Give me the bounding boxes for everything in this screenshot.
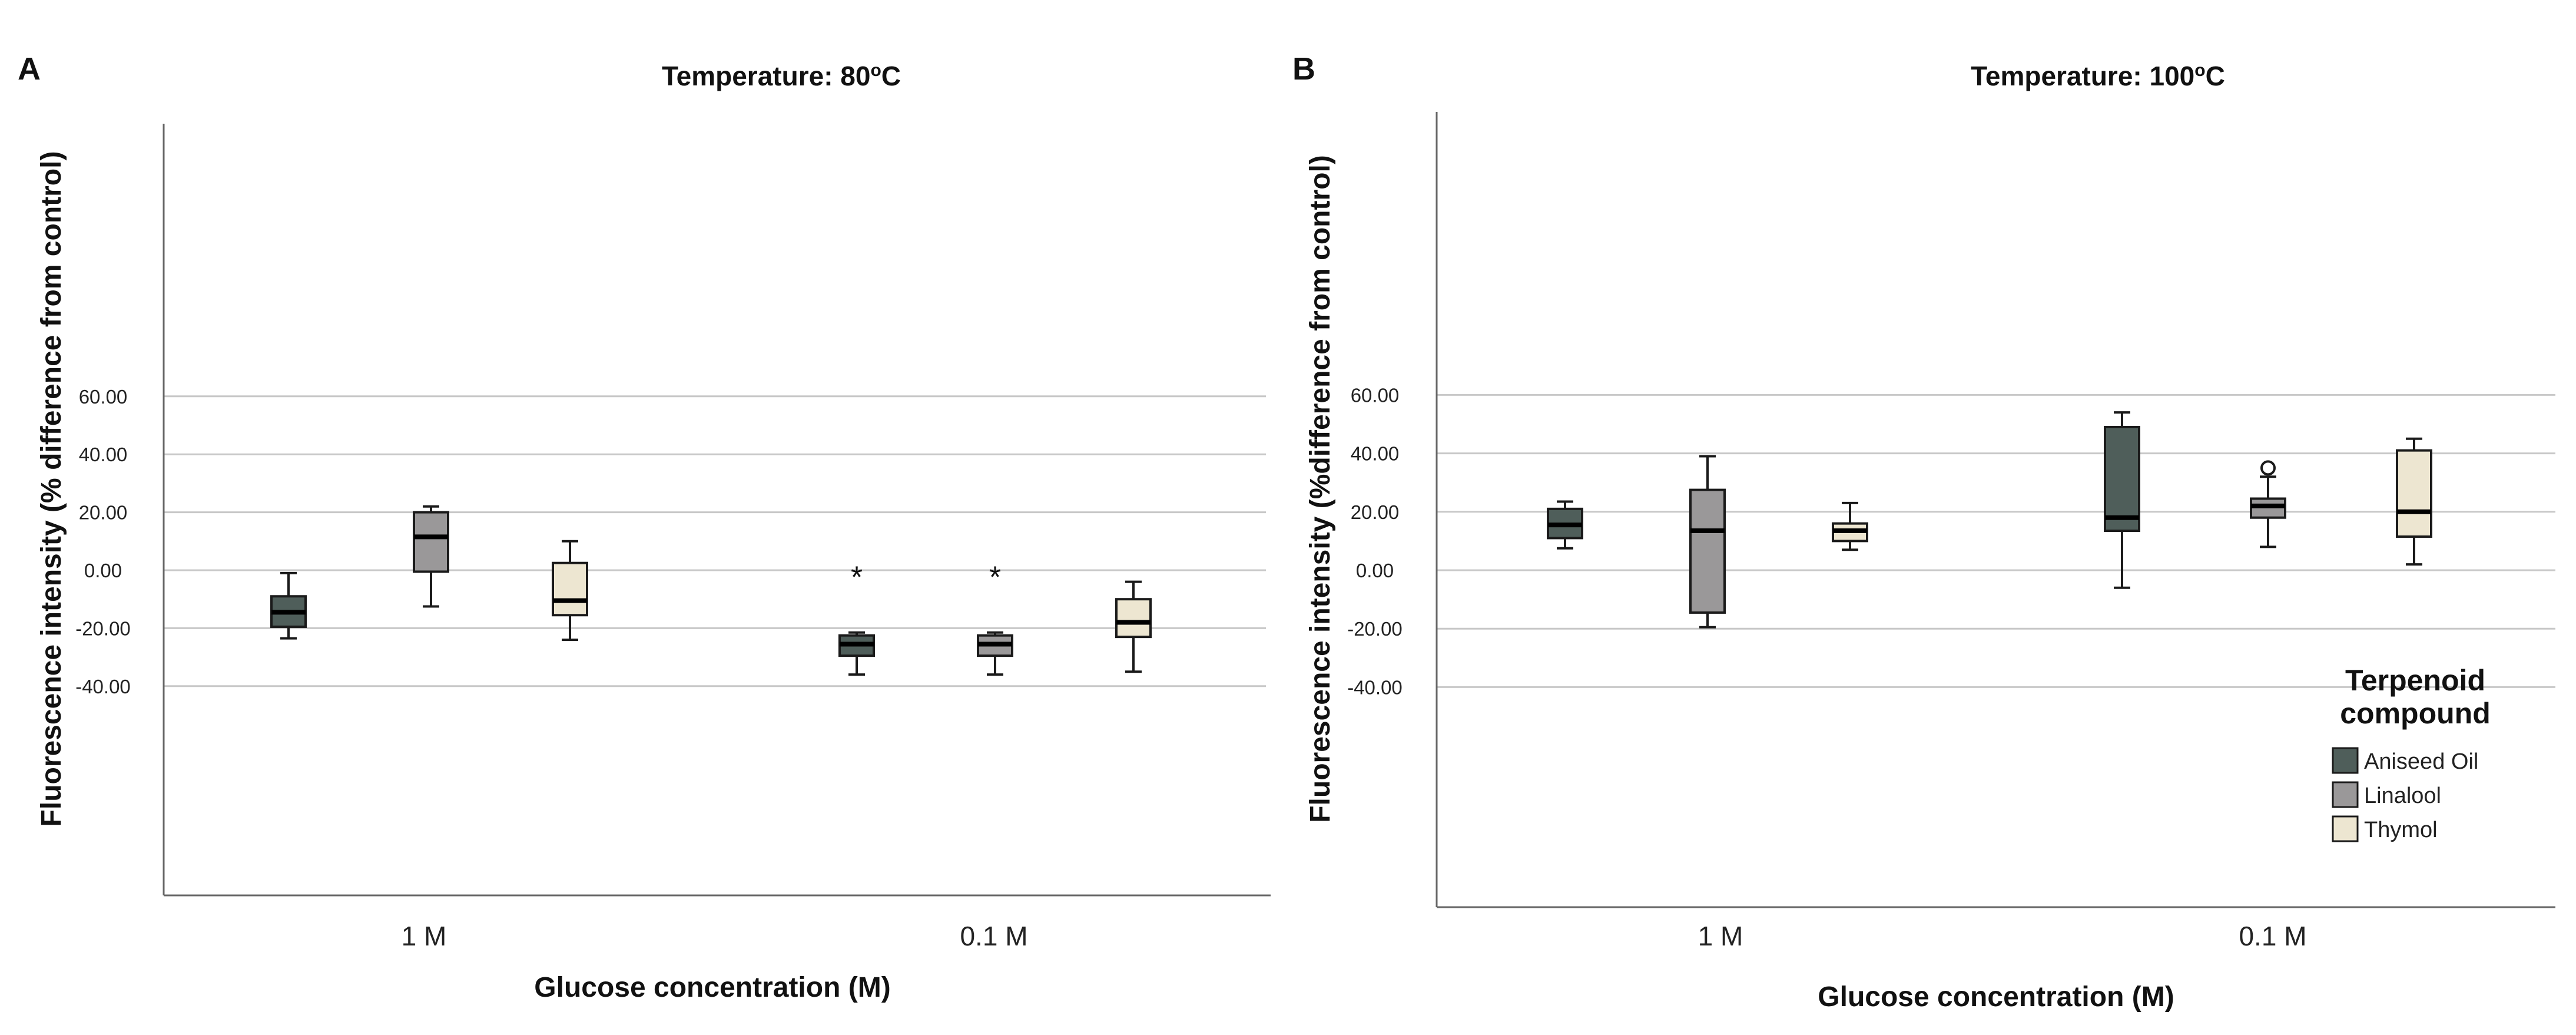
panel-a-y-axis-title: Fluorescence intensity (% difference fro… [36, 151, 67, 827]
legend-swatch-linalool [2332, 781, 2359, 808]
panel-b-box-aniseed-oil-0-1m-iqr [2104, 425, 2140, 533]
panel-b-y-tick-label: 60.00 [1351, 384, 1400, 406]
panel-b-category-label-2: 0.1 M [2239, 921, 2306, 951]
panel-a-box-thymol-1m-iqr [552, 561, 588, 617]
panel-a-box-aniseed-oil-0-1m: * [838, 560, 875, 676]
panel-b-y-tick-label: -20.00 [1347, 618, 1403, 640]
panel-a-box-thymol-0-1m-iqr [1115, 598, 1152, 639]
panel-b-box-thymol-0-1m [2396, 437, 2432, 566]
panel-b-gridlines [1437, 394, 2555, 688]
panel-b-box-aniseed-oil-0-1m [2104, 411, 2140, 589]
legend-swatch-aniseed-oil [2332, 747, 2359, 774]
panel-b-letter: B [1292, 51, 1315, 87]
legend-title-line-1: Terpenoid [2345, 664, 2485, 697]
panel-a-boxes: * * [270, 505, 1152, 676]
panel-a: A Temperature: 80oC -40.00 -20.00 0.00 20.0… [18, 51, 1271, 1003]
panel-b-y-tick-label: 20.00 [1351, 501, 1400, 523]
panel-b-y-tick-label: -40.00 [1347, 676, 1403, 698]
panel-b-box-linalool-1m [1689, 455, 1726, 629]
panel-b-x-axis-title: Glucose concentration (M) [1818, 981, 2174, 1013]
panel-a-y-tick-label: 60.00 [79, 386, 128, 408]
panel-a-y-tick-label: 40.00 [79, 444, 128, 465]
panel-b-y-tick-label: 0.00 [1356, 560, 1394, 581]
panel-a-box-linalool-1m [413, 505, 449, 608]
panel-b-box-thymol-0-1m-iqr [2396, 449, 2432, 538]
legend-label-linalool: Linalool [2364, 783, 2441, 808]
panel-a-box-linalool-0-1m-extreme-marker: * [989, 560, 1001, 594]
panel-b-box-linalool-0-1m-outlier [2260, 460, 2276, 476]
panel-a-box-thymol-1m [552, 540, 588, 641]
panel-a-y-tick-label: -20.00 [75, 617, 131, 639]
panel-b-boxes [1547, 411, 2432, 629]
panel-a-box-linalool-0-1m: * [977, 560, 1013, 676]
legend-label-thymol: Thymol [2364, 818, 2438, 842]
panel-a-box-aniseed-oil-1m [270, 571, 307, 640]
panel-a-box-aniseed-oil-0-1m-extreme-marker: * [851, 560, 863, 594]
panel-b-y-axis-title: Fluorescence intensity (%difference from… [1305, 155, 1336, 823]
panel-a-y-ticks: -40.00 -20.00 0.00 20.00 40.00 60.00 [75, 386, 131, 697]
panel-a-box-thymol-0-1m [1115, 580, 1152, 673]
panel-a-category-label-2: 0.1 M [960, 921, 1027, 951]
panel-a-x-axis-title: Glucose concentration (M) [534, 972, 890, 1003]
panel-b: B Temperature: 100oC -40.00 -20.00 0.00 20.… [1292, 51, 2555, 1013]
panel-a-letter: A [18, 51, 41, 87]
panel-b-box-thymol-1m [1832, 501, 1868, 551]
panel-a-category-label-1: 1 M [402, 921, 447, 951]
legend-label-aniseed-oil: Aniseed Oil [2364, 749, 2478, 774]
panel-a-title: Temperature: 80oC [662, 61, 901, 91]
panel-a-box-linalool-1m-iqr [413, 511, 449, 573]
legend-title-line-2: compound [2340, 697, 2491, 730]
panel-b-box-linalool-1m-iqr [1689, 488, 1726, 614]
panel-b-y-ticks: -40.00 -20.00 0.00 20.00 40.00 60.00 [1347, 384, 1403, 698]
panel-a-y-tick-label: -40.00 [75, 676, 131, 697]
panel-a-gridlines [164, 395, 1266, 687]
panel-b-box-aniseed-oil-1m [1547, 500, 1583, 550]
panel-a-y-tick-label: 20.00 [79, 502, 128, 524]
legend-swatch-thymol [2332, 815, 2359, 842]
panel-b-title: Temperature: 100oC [1971, 61, 2225, 91]
panel-b-y-tick-label: 40.00 [1351, 443, 1400, 465]
panel-b-box-linalool-0-1m [2250, 460, 2286, 548]
legend: Terpenoid compound Aniseed Oil Linalool … [2332, 664, 2491, 842]
panel-b-category-label-1: 1 M [1698, 921, 1743, 951]
panel-a-y-tick-label: 0.00 [84, 560, 122, 581]
